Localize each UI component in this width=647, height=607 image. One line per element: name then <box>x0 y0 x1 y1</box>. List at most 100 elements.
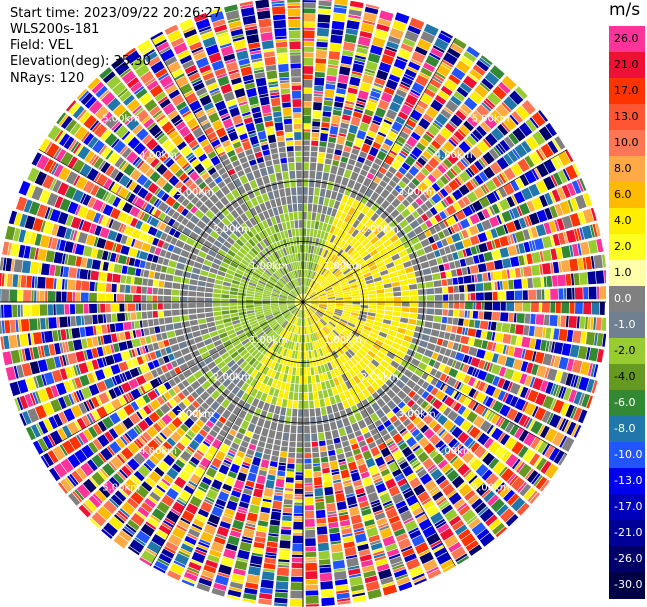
radar-gate <box>280 451 288 458</box>
radar-gate <box>364 188 374 198</box>
radar-gate <box>272 450 280 457</box>
radar-gate <box>339 66 351 76</box>
radar-gate <box>336 337 344 345</box>
radar-gate <box>309 307 316 313</box>
radar-gate <box>346 456 355 463</box>
radar-gate <box>511 194 518 205</box>
radar-gate <box>258 280 267 286</box>
radar-gate <box>117 211 129 223</box>
radar-gate <box>351 293 360 297</box>
radar-gate <box>392 224 402 234</box>
radar-gate <box>349 438 357 445</box>
radar-gate <box>318 348 324 357</box>
radar-gate <box>458 528 471 540</box>
radar-gate <box>64 254 69 265</box>
radar-gate <box>309 317 313 325</box>
radar-gate <box>524 170 537 184</box>
radar-gate <box>319 319 326 326</box>
radar-gate <box>226 236 235 245</box>
radar-gate <box>109 168 120 180</box>
radar-gate <box>528 212 540 226</box>
radar-gate <box>381 162 390 170</box>
radar-gate <box>234 479 245 490</box>
radar-gate <box>212 298 221 302</box>
radar-gate <box>580 331 587 344</box>
radar-gate <box>416 248 426 257</box>
radar-gate <box>333 411 342 421</box>
radar-gate <box>466 411 478 423</box>
radar-gate <box>467 366 475 376</box>
radar-gate <box>582 257 587 270</box>
radar-gate <box>3 304 12 318</box>
radar-gate <box>350 333 358 340</box>
radar-gate <box>210 400 220 411</box>
radar-gate <box>293 308 299 316</box>
radar-gate <box>329 225 336 234</box>
radar-gate <box>427 464 436 472</box>
radar-gate <box>214 356 223 365</box>
radar-gate <box>454 260 461 268</box>
radar-gate <box>305 538 316 547</box>
radar-gate <box>331 29 344 36</box>
radar-gate <box>213 225 223 235</box>
radar-gate <box>202 440 211 447</box>
radar-gate <box>123 225 134 236</box>
radar-gate <box>37 276 46 289</box>
radar-gate <box>205 420 215 429</box>
radar-gate <box>409 290 418 296</box>
radar-gate <box>305 571 318 580</box>
radar-gate <box>550 328 554 340</box>
radar-gate <box>205 467 217 478</box>
radar-gate <box>356 47 369 55</box>
radar-gate <box>229 302 238 306</box>
radar-gate <box>412 506 424 516</box>
radar-gate <box>513 279 522 289</box>
radar-gate <box>522 290 528 300</box>
radar-gate <box>139 232 150 242</box>
radar-gate <box>412 445 421 452</box>
radar-gate <box>503 167 516 181</box>
radar-gate <box>135 268 142 277</box>
radar-gate <box>377 18 392 27</box>
radar-gate <box>176 335 186 343</box>
radar-gate <box>350 171 359 181</box>
radar-gate <box>429 486 439 494</box>
radar-gate <box>294 326 298 334</box>
radar-gate <box>420 31 436 44</box>
radar-gate <box>330 191 338 200</box>
radar-gate <box>25 426 36 441</box>
radar-gate <box>349 281 358 287</box>
radar-gate <box>485 514 498 527</box>
radar-gate <box>310 296 319 300</box>
radar-gate <box>448 368 459 378</box>
radar-gate <box>332 12 346 22</box>
radar-gate <box>149 455 160 465</box>
radar-gate <box>406 349 416 357</box>
radar-gate <box>341 331 350 338</box>
radar-gate <box>438 264 445 272</box>
radar-gate <box>217 360 227 370</box>
radar-gate <box>378 265 387 272</box>
radar-gate <box>64 279 68 290</box>
radar-gate <box>421 355 431 365</box>
radar-gate <box>297 425 303 434</box>
radar-gate <box>310 367 315 376</box>
radar-gate <box>117 187 129 199</box>
radar-gate <box>385 543 398 552</box>
radar-gate <box>381 383 391 393</box>
radar-gate <box>297 302 303 308</box>
radar-gate <box>320 451 328 458</box>
radar-gate <box>29 232 37 245</box>
radar-gate <box>101 250 109 261</box>
radar-gate <box>428 236 435 244</box>
radar-gate <box>223 513 234 519</box>
radar-gate <box>595 317 602 331</box>
radar-gate <box>260 579 274 589</box>
radar-gate <box>349 573 362 578</box>
radar-gate <box>472 200 483 212</box>
radar-gate <box>385 184 394 193</box>
radar-gate <box>410 236 420 245</box>
radar-gate <box>227 249 236 258</box>
radar-gate <box>101 146 112 159</box>
radar-gate <box>342 289 351 293</box>
